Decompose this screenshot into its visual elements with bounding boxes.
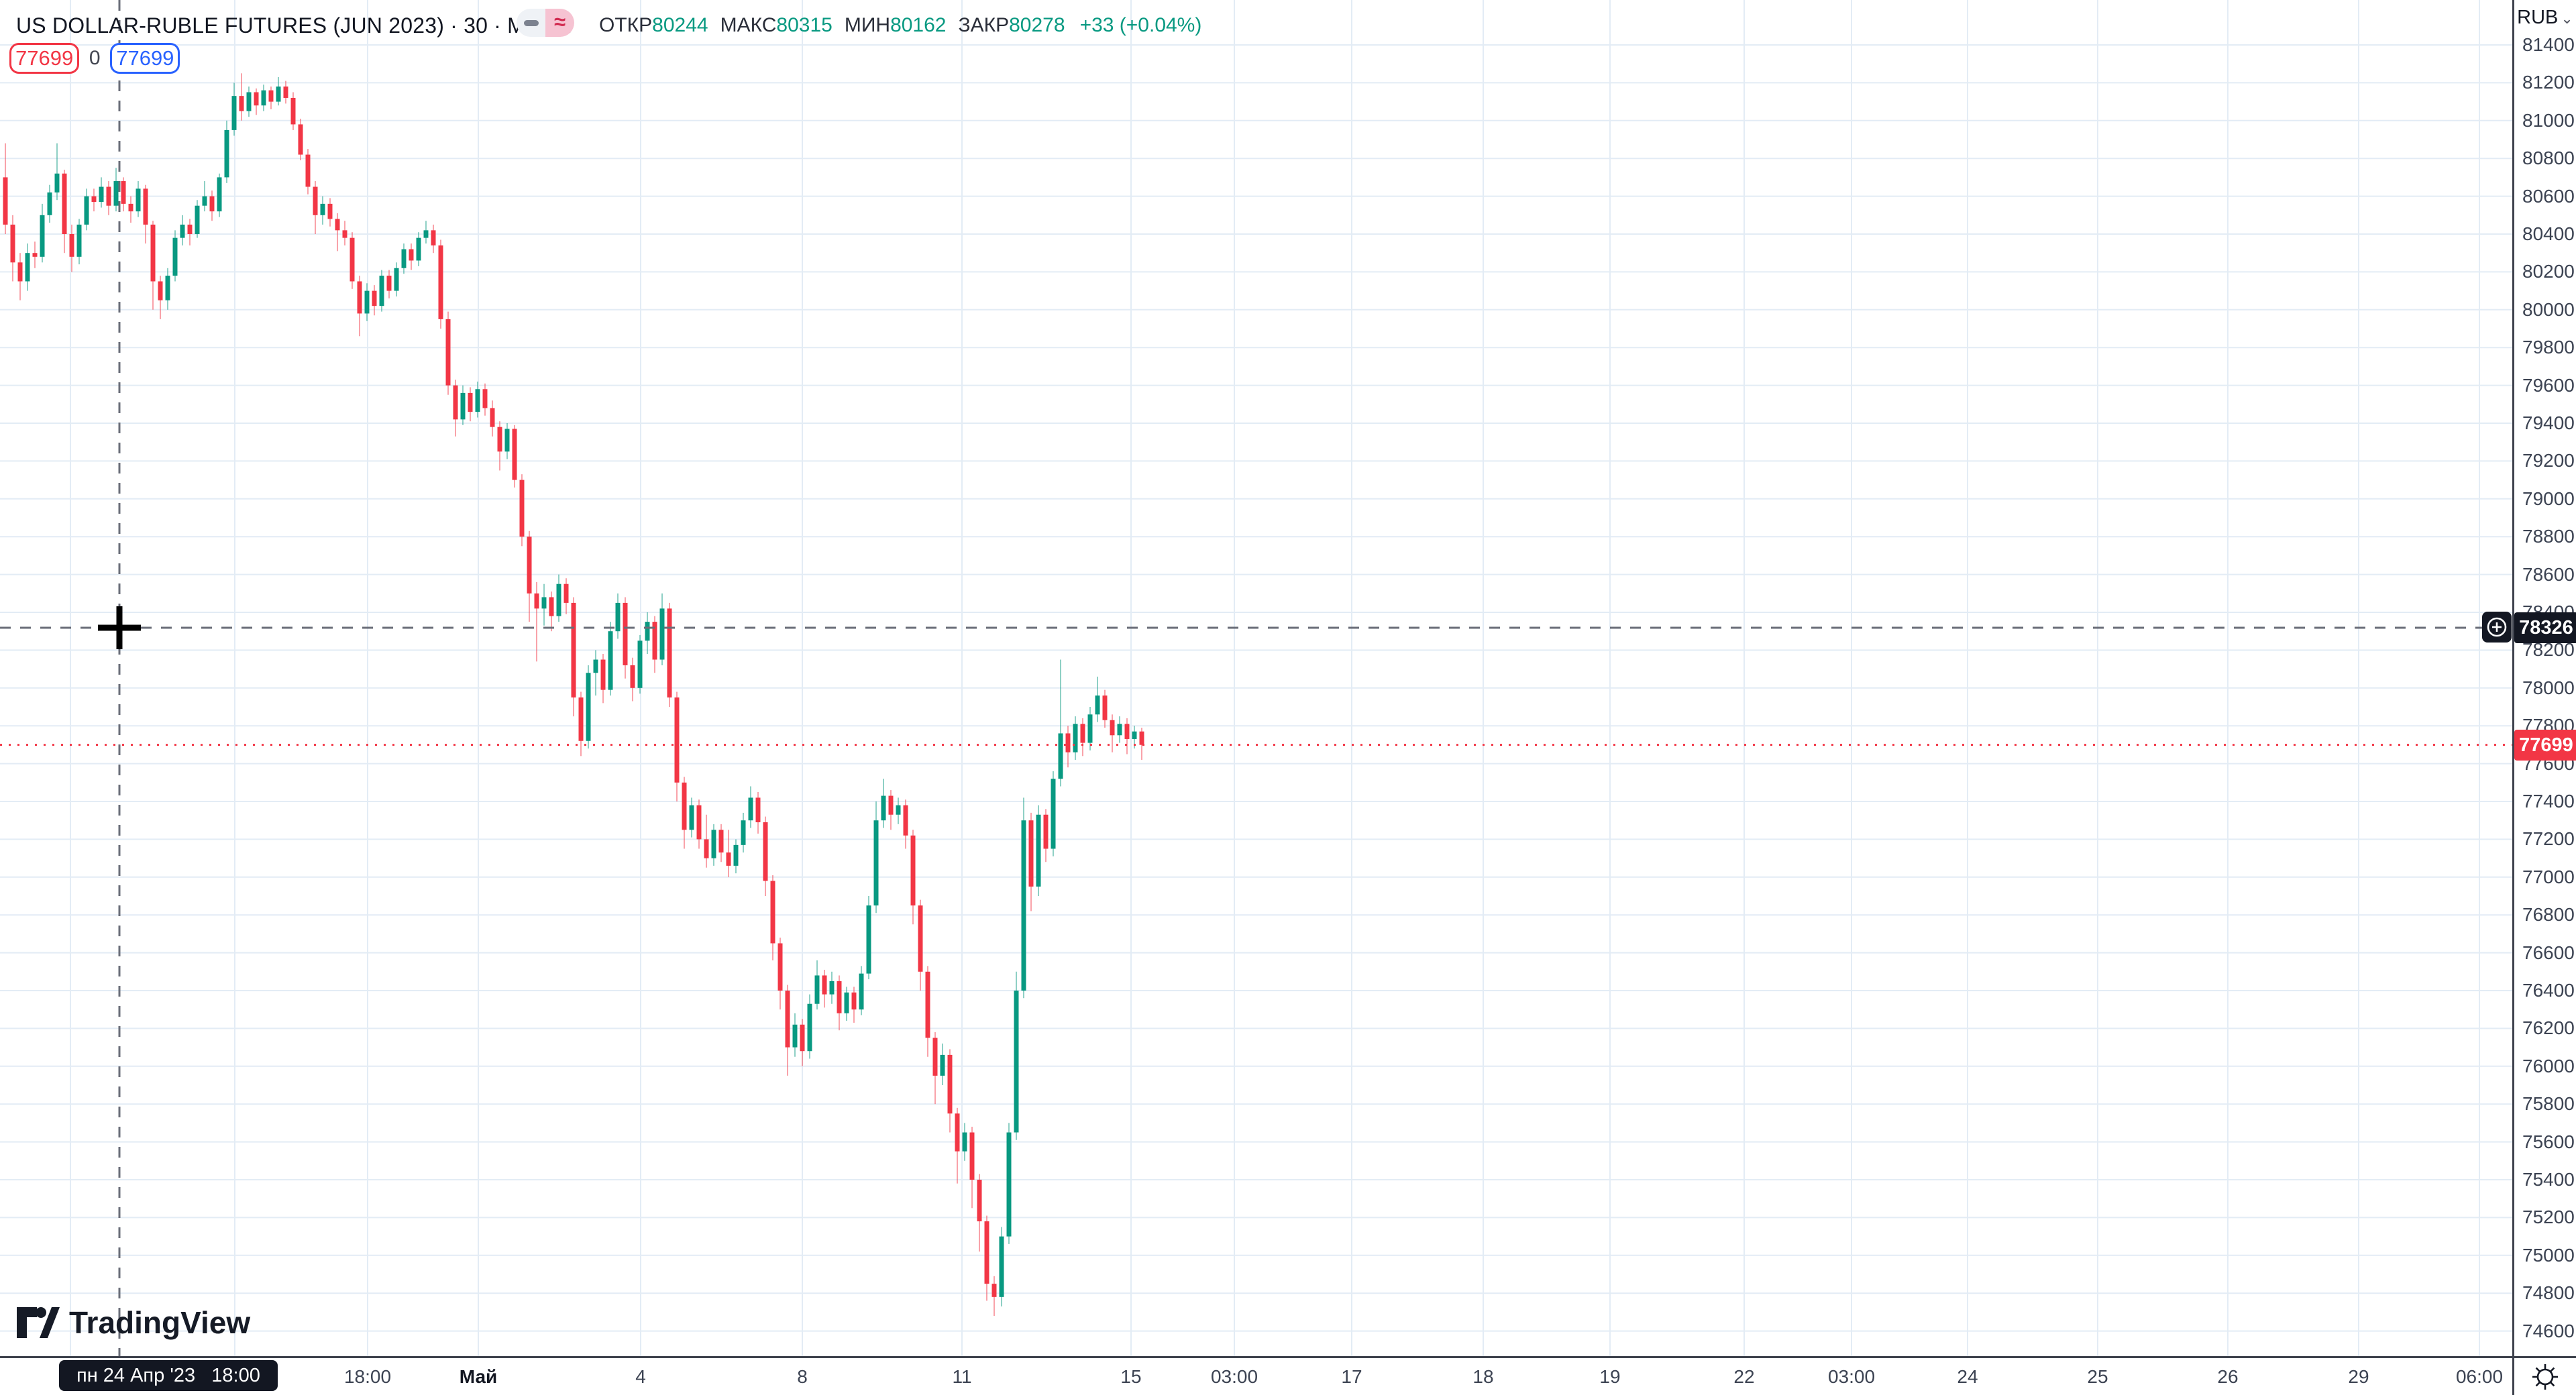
- time-tick: 03:00: [1210, 1366, 1258, 1387]
- ohlc-readout: ОТКР 80244 МАКС 80315 МИН 80162 ЗАКР 802…: [599, 8, 1201, 43]
- currency-label: RUB: [2517, 7, 2559, 28]
- last-price-label: 77699: [2514, 729, 2576, 761]
- symbol-title[interactable]: US DOLLAR-RUBLE FUTURES (JUN 2023) · 30 …: [16, 13, 572, 38]
- open-label: ОТКР: [599, 14, 653, 36]
- sell-bid-button[interactable]: 77699: [9, 43, 80, 74]
- low-label: МИН: [844, 14, 891, 36]
- price-tick: 81200: [2522, 72, 2575, 93]
- close-label: ЗАКР: [958, 14, 1010, 36]
- price-tick: 78800: [2522, 526, 2575, 547]
- time-tick: 18:00: [343, 1366, 392, 1387]
- bar-style-chip[interactable]: [517, 9, 545, 37]
- tradingview-logo[interactable]: TradingView: [17, 1304, 250, 1341]
- axis-settings-corner[interactable]: [2512, 1356, 2576, 1395]
- gear-icon: [2532, 1363, 2558, 1390]
- price-tick: 80400: [2522, 223, 2575, 244]
- price-tick: 76600: [2522, 942, 2575, 963]
- time-tick: 4: [635, 1366, 646, 1387]
- wave-icon: ≈: [553, 9, 566, 34]
- price-tick: 76200: [2522, 1017, 2575, 1039]
- price-tick: 75000: [2522, 1244, 2575, 1266]
- time-tick: 18: [1472, 1366, 1494, 1387]
- price-tick: 80800: [2522, 148, 2575, 169]
- price-tick: 75800: [2522, 1093, 2575, 1115]
- legend-toggle-chips[interactable]: ≈: [517, 9, 574, 37]
- time-tick: 26: [2217, 1366, 2239, 1387]
- crosshair-time-tooltip: пн 24 Апр '23 18:00: [59, 1360, 278, 1391]
- chart-pane[interactable]: US DOLLAR-RUBLE FUTURES (JUN 2023) · 30 …: [0, 0, 2512, 1356]
- close-value: 80278: [1009, 14, 1065, 36]
- price-tick: 75600: [2522, 1131, 2575, 1152]
- buy-ask-button[interactable]: 77699: [110, 43, 180, 74]
- spread-value: 0: [89, 47, 101, 69]
- open-value: 80244: [652, 14, 708, 36]
- price-tick: 75200: [2522, 1207, 2575, 1228]
- symbol-legend[interactable]: US DOLLAR-RUBLE FUTURES (JUN 2023) · 30 …: [16, 8, 571, 43]
- time-tick: Май: [459, 1366, 498, 1387]
- price-tick: 79000: [2522, 488, 2575, 509]
- time-tick: 17: [1341, 1366, 1362, 1387]
- currency-selector[interactable]: RUB ⌄: [2514, 7, 2576, 29]
- time-tick: 06:00: [2455, 1366, 2504, 1387]
- add-alert-button[interactable]: [2482, 612, 2512, 643]
- tradingview-logo-icon: [17, 1307, 60, 1338]
- price-tick: 79800: [2522, 337, 2575, 358]
- crosshair-price-label: 78326: [2514, 612, 2576, 643]
- time-tick: 22: [1733, 1366, 1755, 1387]
- price-tick: 81400: [2522, 34, 2575, 55]
- candlestick-chart[interactable]: [0, 0, 2512, 1356]
- time-tick: 29: [2348, 1366, 2369, 1387]
- price-tick: 79600: [2522, 374, 2575, 396]
- time-tick: 24: [1957, 1366, 1978, 1387]
- price-tick: 80200: [2522, 261, 2575, 282]
- approx-price-chip[interactable]: ≈: [545, 9, 574, 37]
- price-tick: 76400: [2522, 980, 2575, 1001]
- price-tick: 75400: [2522, 1169, 2575, 1190]
- price-tick: 81000: [2522, 109, 2575, 131]
- high-label: МАКС: [720, 14, 777, 36]
- price-tick: 79200: [2522, 450, 2575, 471]
- price-tick: 76800: [2522, 904, 2575, 926]
- price-tick: 78600: [2522, 563, 2575, 585]
- price-tick: 80600: [2522, 185, 2575, 207]
- time-axis[interactable]: 2618:00Май48111503:001718192203:00242526…: [0, 1356, 2512, 1395]
- circle-plus-icon: [2487, 617, 2507, 637]
- time-tick: 25: [2087, 1366, 2108, 1387]
- price-tick: 77000: [2522, 866, 2575, 887]
- tradingview-logo-text: TradingView: [69, 1305, 251, 1340]
- price-tick: 80000: [2522, 298, 2575, 320]
- time-tick: 8: [797, 1366, 808, 1387]
- price-tick: 77200: [2522, 828, 2575, 850]
- change-value: +33 (+0.04%): [1079, 14, 1202, 36]
- high-value: 80315: [776, 14, 833, 36]
- chevron-down-icon: ⌄: [2561, 10, 2573, 27]
- time-tick: 11: [952, 1366, 972, 1387]
- price-axis[interactable]: RUB ⌄ 81400 81200 81000 80800 80600 80400 80200…: [2512, 0, 2576, 1356]
- price-tick: 78000: [2522, 677, 2575, 698]
- crosshair-cursor-icon: [98, 606, 141, 649]
- time-tick: 15: [1120, 1366, 1142, 1387]
- price-tick: 74600: [2522, 1320, 2575, 1341]
- price-tick: 76000: [2522, 1055, 2575, 1076]
- low-value: 80162: [890, 14, 947, 36]
- dash-icon: [523, 19, 539, 26]
- price-tick: 79400: [2522, 412, 2575, 433]
- quick-trade-buttons: 77699 0 77699: [9, 42, 180, 75]
- price-tick: 77400: [2522, 791, 2575, 812]
- time-tick: 19: [1599, 1366, 1621, 1387]
- time-tick: 03:00: [1827, 1366, 1876, 1387]
- price-tick: 74800: [2522, 1282, 2575, 1304]
